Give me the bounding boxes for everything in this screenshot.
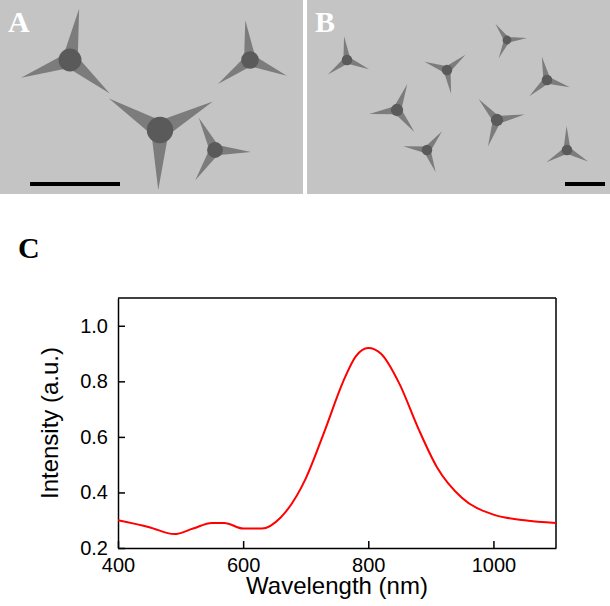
panel-label: B (315, 5, 335, 38)
tick: 0.6 (80, 426, 125, 448)
particle (529, 57, 570, 97)
particle (424, 55, 465, 94)
particle (546, 126, 588, 162)
tick: 0.8 (80, 370, 125, 392)
particle-core (503, 36, 512, 45)
particle-core (442, 65, 453, 76)
particle-core (391, 104, 403, 116)
tick-mark (118, 381, 125, 383)
particle-core (207, 142, 223, 158)
particle-core (422, 145, 433, 156)
panel-label: A (8, 5, 30, 38)
particle (218, 20, 287, 84)
frame (555, 298, 557, 548)
tick: 1000 (472, 541, 517, 576)
particle-core (562, 145, 573, 156)
particle (369, 84, 414, 132)
particle (21, 9, 110, 94)
tick: 0.2 (80, 537, 125, 559)
tick: 1.0 (80, 315, 125, 337)
tick-label: 0.4 (80, 481, 108, 503)
image-panel: B (307, 0, 610, 194)
axis-line (118, 299, 120, 549)
spectrum-line (118, 348, 556, 534)
tick-mark (493, 541, 495, 548)
tick-mark (118, 492, 125, 494)
x-axis-title: Wavelength (nm) (246, 572, 428, 599)
tick-mark (243, 541, 245, 548)
tick: 600 (227, 541, 260, 576)
tick-label: 1000 (472, 554, 517, 576)
x-axis: 4006008001000 (102, 541, 557, 576)
tick: 0.4 (80, 481, 125, 503)
plot-area (118, 348, 556, 534)
particle (328, 36, 369, 74)
particle-core (342, 55, 353, 66)
figure: ABC40060080010000.20.40.60.81.0Wavelengt… (0, 0, 610, 606)
tick-mark (368, 541, 370, 548)
particle-core (491, 114, 503, 126)
y-axis-title: Intensity (a.u.) (36, 347, 63, 499)
scale-bar (565, 182, 605, 186)
tick: 800 (352, 541, 385, 576)
tick-label: 0.6 (80, 426, 108, 448)
tick-label: 1.0 (80, 315, 108, 337)
image-panel: A (0, 0, 303, 194)
particle (403, 131, 442, 172)
scale-bar (30, 182, 120, 186)
particle-core (542, 75, 553, 86)
tick-label: 0.2 (80, 537, 108, 559)
axis-line (119, 548, 557, 550)
tick-mark (118, 437, 125, 439)
micrograph-background (0, 0, 303, 194)
particle-core (147, 117, 173, 143)
particle (479, 99, 525, 147)
micrograph-background (307, 0, 610, 194)
panel-label: C (18, 231, 40, 264)
particle-core (241, 51, 259, 69)
frame (118, 297, 556, 299)
tick-label: 0.8 (80, 370, 108, 392)
particle-core (59, 49, 82, 72)
tick-mark (118, 548, 125, 550)
tick-mark (118, 326, 125, 328)
particle (195, 118, 251, 180)
particle (495, 24, 526, 58)
